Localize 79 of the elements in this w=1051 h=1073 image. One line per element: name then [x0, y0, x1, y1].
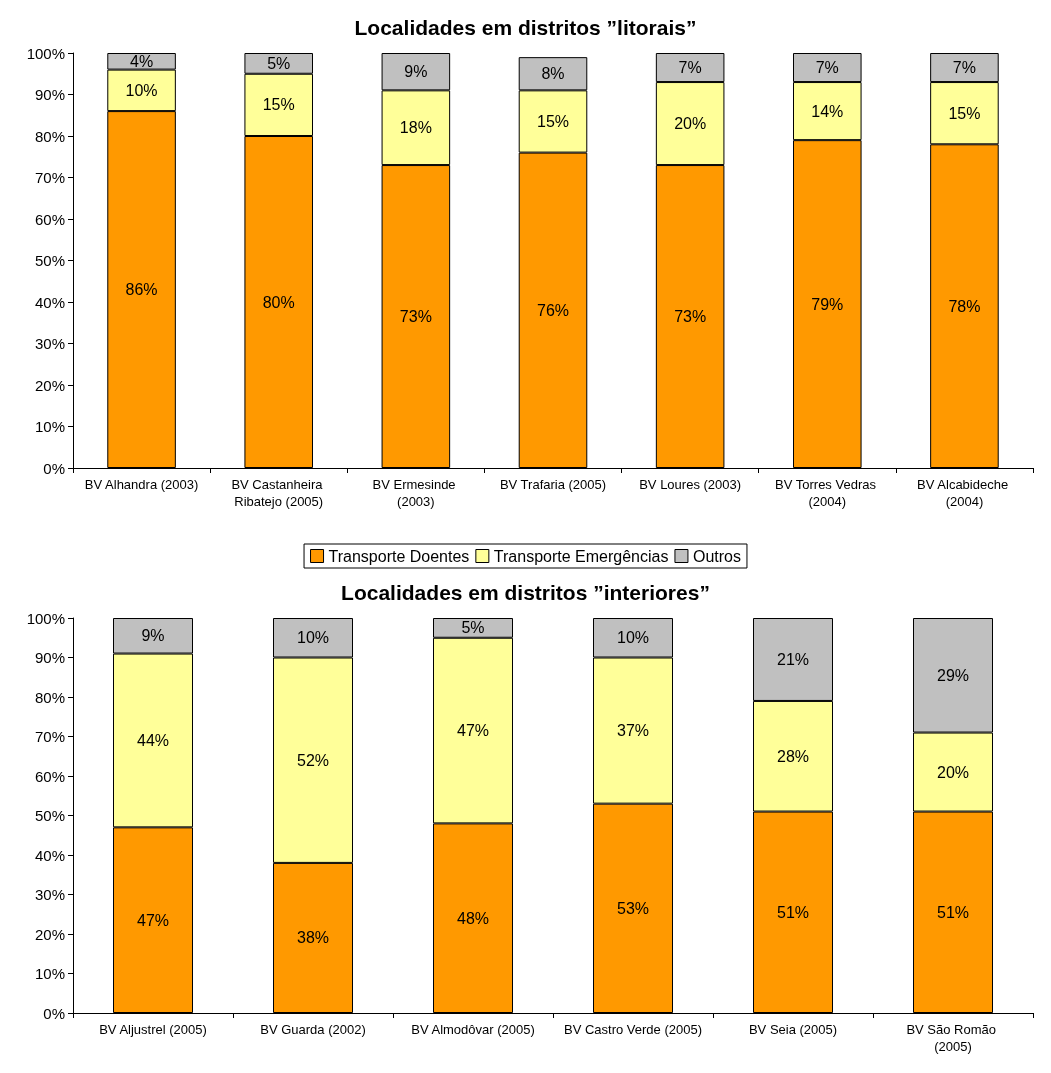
data-label: 29%	[936, 666, 970, 684]
data-label: 15%	[536, 112, 570, 130]
y-tick-label: 60%	[34, 210, 65, 228]
data-label: 47%	[456, 722, 490, 740]
x-tick-label: BV Alhandra (2003)	[84, 477, 199, 492]
x-tick-label: BV Trafaria (2005)	[499, 477, 607, 492]
data-label: 15%	[262, 96, 295, 114]
data-label: 78%	[948, 297, 981, 315]
y-tick-label: 50%	[34, 807, 65, 824]
data-label: 5%	[267, 54, 291, 72]
data-label: 53%	[616, 899, 650, 917]
y-tick-label: 70%	[34, 728, 65, 745]
x-tick-label: BV Alcabideche (2004)	[917, 477, 1012, 509]
data-label: 7%	[815, 59, 839, 77]
y-tick-label: 10%	[34, 965, 65, 982]
data-label: 4%	[130, 52, 154, 70]
chart-title: Localidades em distritos ”interiores”	[341, 581, 710, 604]
y-tick-label: 70%	[34, 169, 65, 186]
y-tick-label: 80%	[34, 127, 65, 145]
y-tick-label: 50%	[34, 252, 65, 269]
y-tick-label: 0%	[43, 459, 65, 477]
data-label: 15%	[948, 104, 981, 122]
data-label: 48%	[456, 909, 490, 927]
y-tick-label: 60%	[34, 767, 65, 785]
data-label: 8%	[541, 65, 565, 83]
data-label: 7%	[678, 59, 702, 77]
data-label: 79%	[811, 295, 844, 313]
data-label: 10%	[616, 629, 650, 647]
data-label: 7%	[952, 59, 976, 77]
data-label: 28%	[776, 747, 810, 765]
data-label: 10%	[125, 81, 158, 99]
data-label: 20%	[936, 763, 970, 781]
legend-label: Transporte Emergências	[493, 547, 669, 565]
x-tick-label: BV Guarda (2002)	[260, 1022, 366, 1037]
y-tick-label: 0%	[43, 1004, 65, 1022]
y-tick-label: 100%	[26, 44, 65, 62]
data-label: 5%	[461, 619, 485, 637]
data-label: 10%	[296, 629, 330, 647]
y-tick-label: 90%	[34, 649, 65, 666]
y-tick-label: 80%	[34, 688, 65, 706]
data-label: 14%	[811, 102, 844, 120]
data-label: 80%	[262, 293, 295, 311]
data-label: 9%	[404, 63, 428, 81]
data-label: 52%	[296, 751, 330, 769]
x-tick-label: BV Almodôvar (2005)	[411, 1022, 535, 1037]
y-tick-label: 20%	[34, 376, 65, 394]
data-label: 51%	[776, 903, 810, 921]
y-tick-label: 30%	[34, 886, 65, 903]
chart-title: Localidades em distritos ”litorais”	[354, 16, 697, 39]
x-tick-label: BV Torres Vedras (2004)	[775, 477, 880, 509]
legend-label: Outros	[692, 547, 741, 565]
data-label: 18%	[399, 119, 432, 137]
x-tick-label: BV Ermesinde (2003)	[372, 477, 460, 509]
data-label: 47%	[136, 911, 170, 929]
data-label: 20%	[674, 115, 707, 133]
y-tick-label: 40%	[34, 846, 65, 864]
x-tick-label: BV Loures (2003)	[639, 477, 742, 492]
data-label: 38%	[296, 929, 330, 947]
legend-label: Transporte Doentes	[328, 547, 470, 565]
data-label: 51%	[936, 903, 970, 921]
data-label: 73%	[674, 308, 707, 326]
x-tick-label: BV Castro Verde (2005)	[563, 1022, 703, 1037]
y-tick-label: 20%	[34, 925, 65, 943]
data-label: 86%	[125, 281, 158, 299]
x-tick-label: BV Castanheira Ribatejo (2005)	[231, 477, 327, 509]
data-label: 73%	[399, 308, 432, 326]
x-tick-label: BV Aljustrel (2005)	[99, 1022, 207, 1037]
y-tick-label: 90%	[34, 86, 65, 103]
data-label: 76%	[536, 301, 570, 319]
y-tick-label: 10%	[34, 418, 65, 435]
x-tick-label: BV São Romão (2005)	[906, 1022, 1000, 1054]
data-label: 21%	[776, 650, 810, 668]
data-label: 9%	[141, 627, 165, 645]
x-tick-label: BV Seia (2005)	[748, 1022, 838, 1037]
data-label: 37%	[616, 722, 650, 740]
y-tick-label: 40%	[34, 293, 65, 311]
y-tick-label: 100%	[26, 609, 65, 627]
y-tick-label: 30%	[34, 335, 65, 352]
data-label: 44%	[136, 731, 170, 749]
